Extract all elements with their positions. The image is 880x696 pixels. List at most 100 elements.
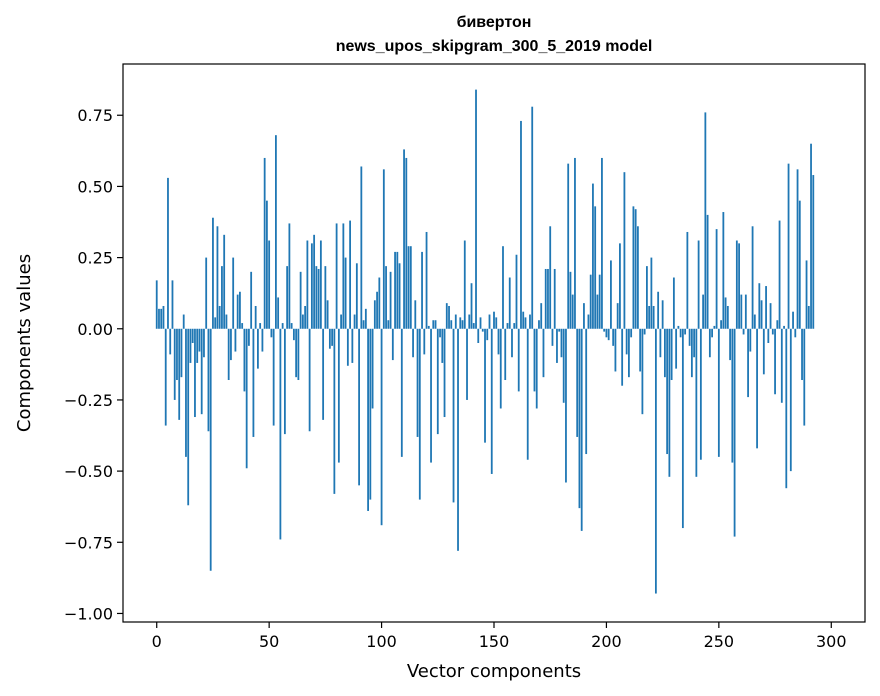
bar bbox=[517, 328, 520, 392]
bar bbox=[378, 277, 381, 329]
bar bbox=[625, 328, 628, 355]
bar bbox=[326, 300, 329, 329]
bar bbox=[753, 314, 756, 329]
bar bbox=[421, 251, 423, 329]
bar bbox=[713, 325, 716, 329]
bar bbox=[254, 305, 257, 329]
bar bbox=[538, 320, 540, 329]
bar bbox=[515, 254, 518, 329]
bar bbox=[234, 328, 237, 352]
bar bbox=[679, 328, 682, 338]
y-tick-label: 0.50 bbox=[77, 177, 113, 196]
bar bbox=[481, 328, 484, 332]
bar bbox=[475, 89, 477, 329]
bar bbox=[203, 328, 205, 358]
bar bbox=[239, 291, 241, 329]
bar bbox=[328, 328, 331, 349]
bar bbox=[547, 268, 549, 329]
plot-frame bbox=[122, 63, 866, 623]
bar bbox=[571, 294, 574, 329]
bar bbox=[221, 266, 223, 329]
bar bbox=[780, 328, 783, 403]
bar bbox=[630, 328, 633, 338]
bar bbox=[369, 328, 372, 500]
bar bbox=[443, 328, 446, 418]
bar bbox=[403, 149, 405, 329]
bar bbox=[407, 246, 410, 329]
bar bbox=[205, 257, 208, 329]
bar bbox=[502, 246, 504, 329]
bar bbox=[798, 200, 801, 329]
bar bbox=[767, 328, 770, 343]
bar bbox=[162, 305, 165, 329]
bar bbox=[663, 328, 666, 378]
bar bbox=[389, 271, 392, 329]
bar bbox=[279, 328, 282, 540]
bar bbox=[290, 323, 293, 329]
bar bbox=[605, 328, 608, 338]
bar bbox=[722, 212, 725, 329]
bar bbox=[266, 200, 268, 329]
bar bbox=[286, 266, 289, 329]
bar bbox=[805, 260, 808, 329]
bar bbox=[659, 328, 662, 358]
bar bbox=[263, 157, 266, 329]
bar bbox=[711, 328, 713, 338]
bar bbox=[493, 311, 495, 329]
x-tick-label: 50 bbox=[259, 632, 279, 651]
bar bbox=[191, 328, 194, 343]
bar bbox=[612, 328, 615, 346]
bar bbox=[729, 328, 731, 361]
bar bbox=[628, 328, 630, 378]
bar bbox=[677, 325, 680, 329]
bar bbox=[783, 325, 785, 329]
bar bbox=[272, 328, 275, 426]
bar bbox=[549, 226, 552, 329]
bar bbox=[425, 231, 428, 329]
bar bbox=[794, 328, 797, 338]
bar bbox=[560, 328, 563, 358]
bar bbox=[720, 320, 722, 329]
bar bbox=[675, 328, 678, 369]
x-tick-label: 0 bbox=[152, 632, 162, 651]
x-tick-label: 150 bbox=[479, 632, 510, 651]
bar bbox=[562, 328, 565, 403]
y-axis: −1.00 −0.75 −0.50 −0.25 0.00 0.25 0.50 0.75 bbox=[64, 106, 123, 623]
bar bbox=[250, 271, 253, 329]
bar bbox=[594, 206, 597, 329]
bar bbox=[520, 120, 522, 329]
bar bbox=[189, 328, 192, 363]
bar bbox=[535, 328, 538, 409]
bar bbox=[225, 314, 228, 329]
bar bbox=[317, 268, 320, 329]
bar bbox=[704, 112, 707, 329]
bar bbox=[461, 320, 464, 329]
bar bbox=[227, 328, 230, 381]
bar bbox=[200, 328, 203, 415]
bar bbox=[592, 183, 594, 329]
bar bbox=[807, 305, 810, 329]
x-tick-label: 250 bbox=[704, 632, 735, 651]
bar bbox=[623, 172, 626, 329]
bar bbox=[486, 328, 489, 341]
bar bbox=[171, 280, 174, 329]
bar bbox=[470, 283, 473, 329]
bar bbox=[364, 308, 367, 329]
chart-subtitle: news_upos_skipgram_300_5_2019 model bbox=[336, 38, 653, 55]
bar bbox=[796, 169, 799, 329]
bar bbox=[261, 328, 264, 352]
bar bbox=[236, 294, 239, 329]
bar bbox=[531, 106, 534, 329]
bar bbox=[650, 257, 653, 329]
bar bbox=[587, 314, 590, 329]
bar bbox=[652, 305, 655, 329]
bar bbox=[412, 328, 414, 358]
bar bbox=[639, 328, 642, 372]
bar bbox=[758, 283, 761, 329]
bar bbox=[601, 157, 603, 329]
bar bbox=[418, 328, 421, 500]
y-tick-label: 0.25 bbox=[77, 249, 113, 268]
bar bbox=[194, 328, 196, 418]
bar bbox=[596, 294, 599, 329]
